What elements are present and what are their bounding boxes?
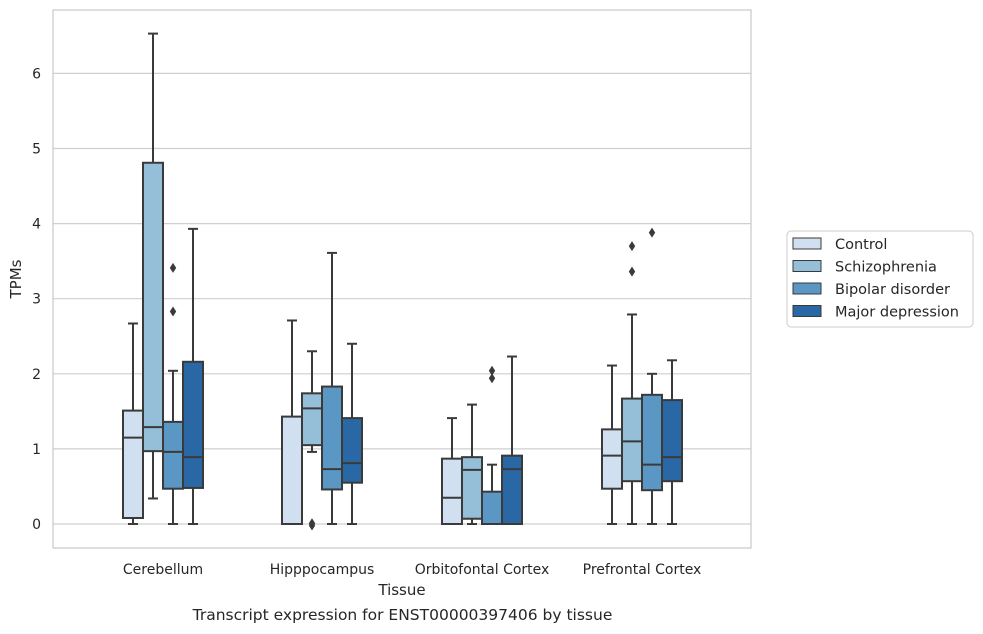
- outlier-point: [169, 262, 177, 273]
- legend-swatch: [792, 305, 822, 317]
- legend-swatch: [792, 282, 822, 295]
- box-bipolar-disorder: [162, 262, 184, 525]
- box-major-depression: [501, 355, 523, 525]
- legend-label: Control: [835, 237, 887, 253]
- box-bipolar-disorder: [641, 227, 663, 525]
- y-axis-ticks: 0 1 2 3 4 5 6: [32, 66, 41, 533]
- legend-label: Bipolar disorder: [835, 282, 950, 298]
- box-major-depression: [182, 227, 204, 525]
- legend: Control Schizophrenia Bipolar disorder Majo…: [786, 230, 974, 328]
- box-schizophrenia: [301, 350, 323, 531]
- y-tick-label: 6: [32, 66, 41, 82]
- outlier-point: [308, 518, 316, 529]
- box-iqr: [661, 399, 683, 483]
- y-tick-label: 2: [32, 367, 41, 383]
- box-control: [441, 417, 463, 525]
- outlier-point: [169, 306, 177, 317]
- box-iqr: [641, 393, 663, 492]
- outlier-point: [488, 365, 496, 376]
- box-iqr: [162, 420, 184, 490]
- box-iqr: [321, 385, 343, 491]
- y-tick-label: 4: [32, 217, 41, 233]
- plot-area-frame: [52, 9, 752, 549]
- box-iqr: [341, 417, 363, 484]
- y-tick-label: 1: [32, 442, 41, 458]
- x-tick-label: Prefrontal Cortex: [583, 562, 702, 578]
- box-control: [281, 319, 303, 525]
- box-schizophrenia: [621, 241, 643, 525]
- box-control: [122, 322, 144, 525]
- box-major-depression: [341, 342, 363, 525]
- x-tick-label: Hipppocampus: [270, 562, 375, 578]
- x-axis-label: Tissue: [377, 581, 425, 599]
- x-tick-label: Orbitofontal Cortex: [415, 562, 550, 578]
- box-bipolar-disorder: [321, 251, 343, 525]
- box-schizophrenia: [142, 32, 164, 500]
- box-iqr: [281, 415, 303, 525]
- x-tick-label: Cerebellum: [123, 562, 203, 578]
- box-iqr: [182, 360, 204, 489]
- box-iqr: [301, 392, 323, 447]
- y-tick-label: 5: [32, 142, 41, 158]
- box-iqr: [122, 409, 144, 519]
- outlier-point: [628, 241, 636, 252]
- box-iqr: [142, 161, 164, 453]
- y-tick-label: 0: [32, 517, 41, 533]
- legend-label: Schizophrenia: [835, 260, 937, 276]
- box-iqr: [601, 428, 623, 490]
- box-control: [601, 364, 623, 525]
- legend-label: Major depression: [835, 305, 959, 321]
- legend-swatch: [792, 260, 822, 272]
- figure-caption: Transcript expression for ENST0000039740…: [192, 606, 613, 624]
- box-iqr: [441, 457, 463, 525]
- outlier-point: [628, 266, 636, 277]
- box-plot-marks: [122, 32, 683, 531]
- box-iqr: [621, 397, 643, 483]
- y-tick-label: 3: [32, 292, 41, 308]
- box-iqr: [461, 456, 483, 520]
- box-iqr: [481, 490, 503, 525]
- x-axis-ticks: Cerebellum Hipppocampus Orbitofontal Corte…: [123, 562, 701, 578]
- legend-frame: [786, 230, 974, 328]
- legend-swatch: [792, 237, 822, 250]
- y-axis-label: TPMs: [7, 259, 25, 299]
- box-major-depression: [661, 359, 683, 525]
- box-schizophrenia: [461, 403, 483, 525]
- outlier-point: [648, 227, 656, 238]
- box-bipolar-disorder: [481, 365, 503, 525]
- outlier-point: [488, 373, 496, 384]
- box-iqr: [501, 454, 523, 525]
